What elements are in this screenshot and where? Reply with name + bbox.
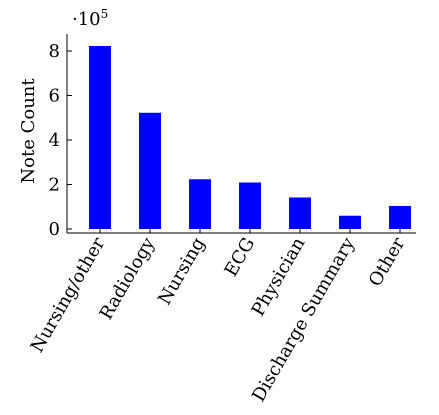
bar (389, 205, 411, 229)
y-tick-label: 4 (49, 130, 60, 151)
x-tick-label: Nursing (154, 234, 209, 309)
y-tick-label: 2 (49, 175, 60, 196)
y-tick-label: 0 (49, 219, 60, 240)
bar (289, 197, 311, 229)
x-tick-label: ECG (220, 234, 259, 280)
x-tick-label: Nursing/other (27, 234, 110, 357)
y-axis-multiplier: ·105 (72, 7, 108, 30)
y-axis-label: Note Count (18, 78, 39, 184)
bars (89, 45, 411, 230)
bar (339, 215, 361, 229)
x-tick-label: Other (365, 234, 410, 291)
y-ticks: 0 2 4 6 8 (49, 41, 72, 240)
y-tick-label: 6 (49, 86, 60, 107)
y-tick-label: 8 (49, 41, 60, 62)
bar (239, 182, 261, 229)
bar (139, 112, 161, 229)
bar (189, 179, 211, 229)
bar (89, 45, 111, 230)
y-axis-multiplier-base: ·10 (72, 9, 101, 30)
y-axis-multiplier-exponent: 5 (101, 7, 109, 21)
